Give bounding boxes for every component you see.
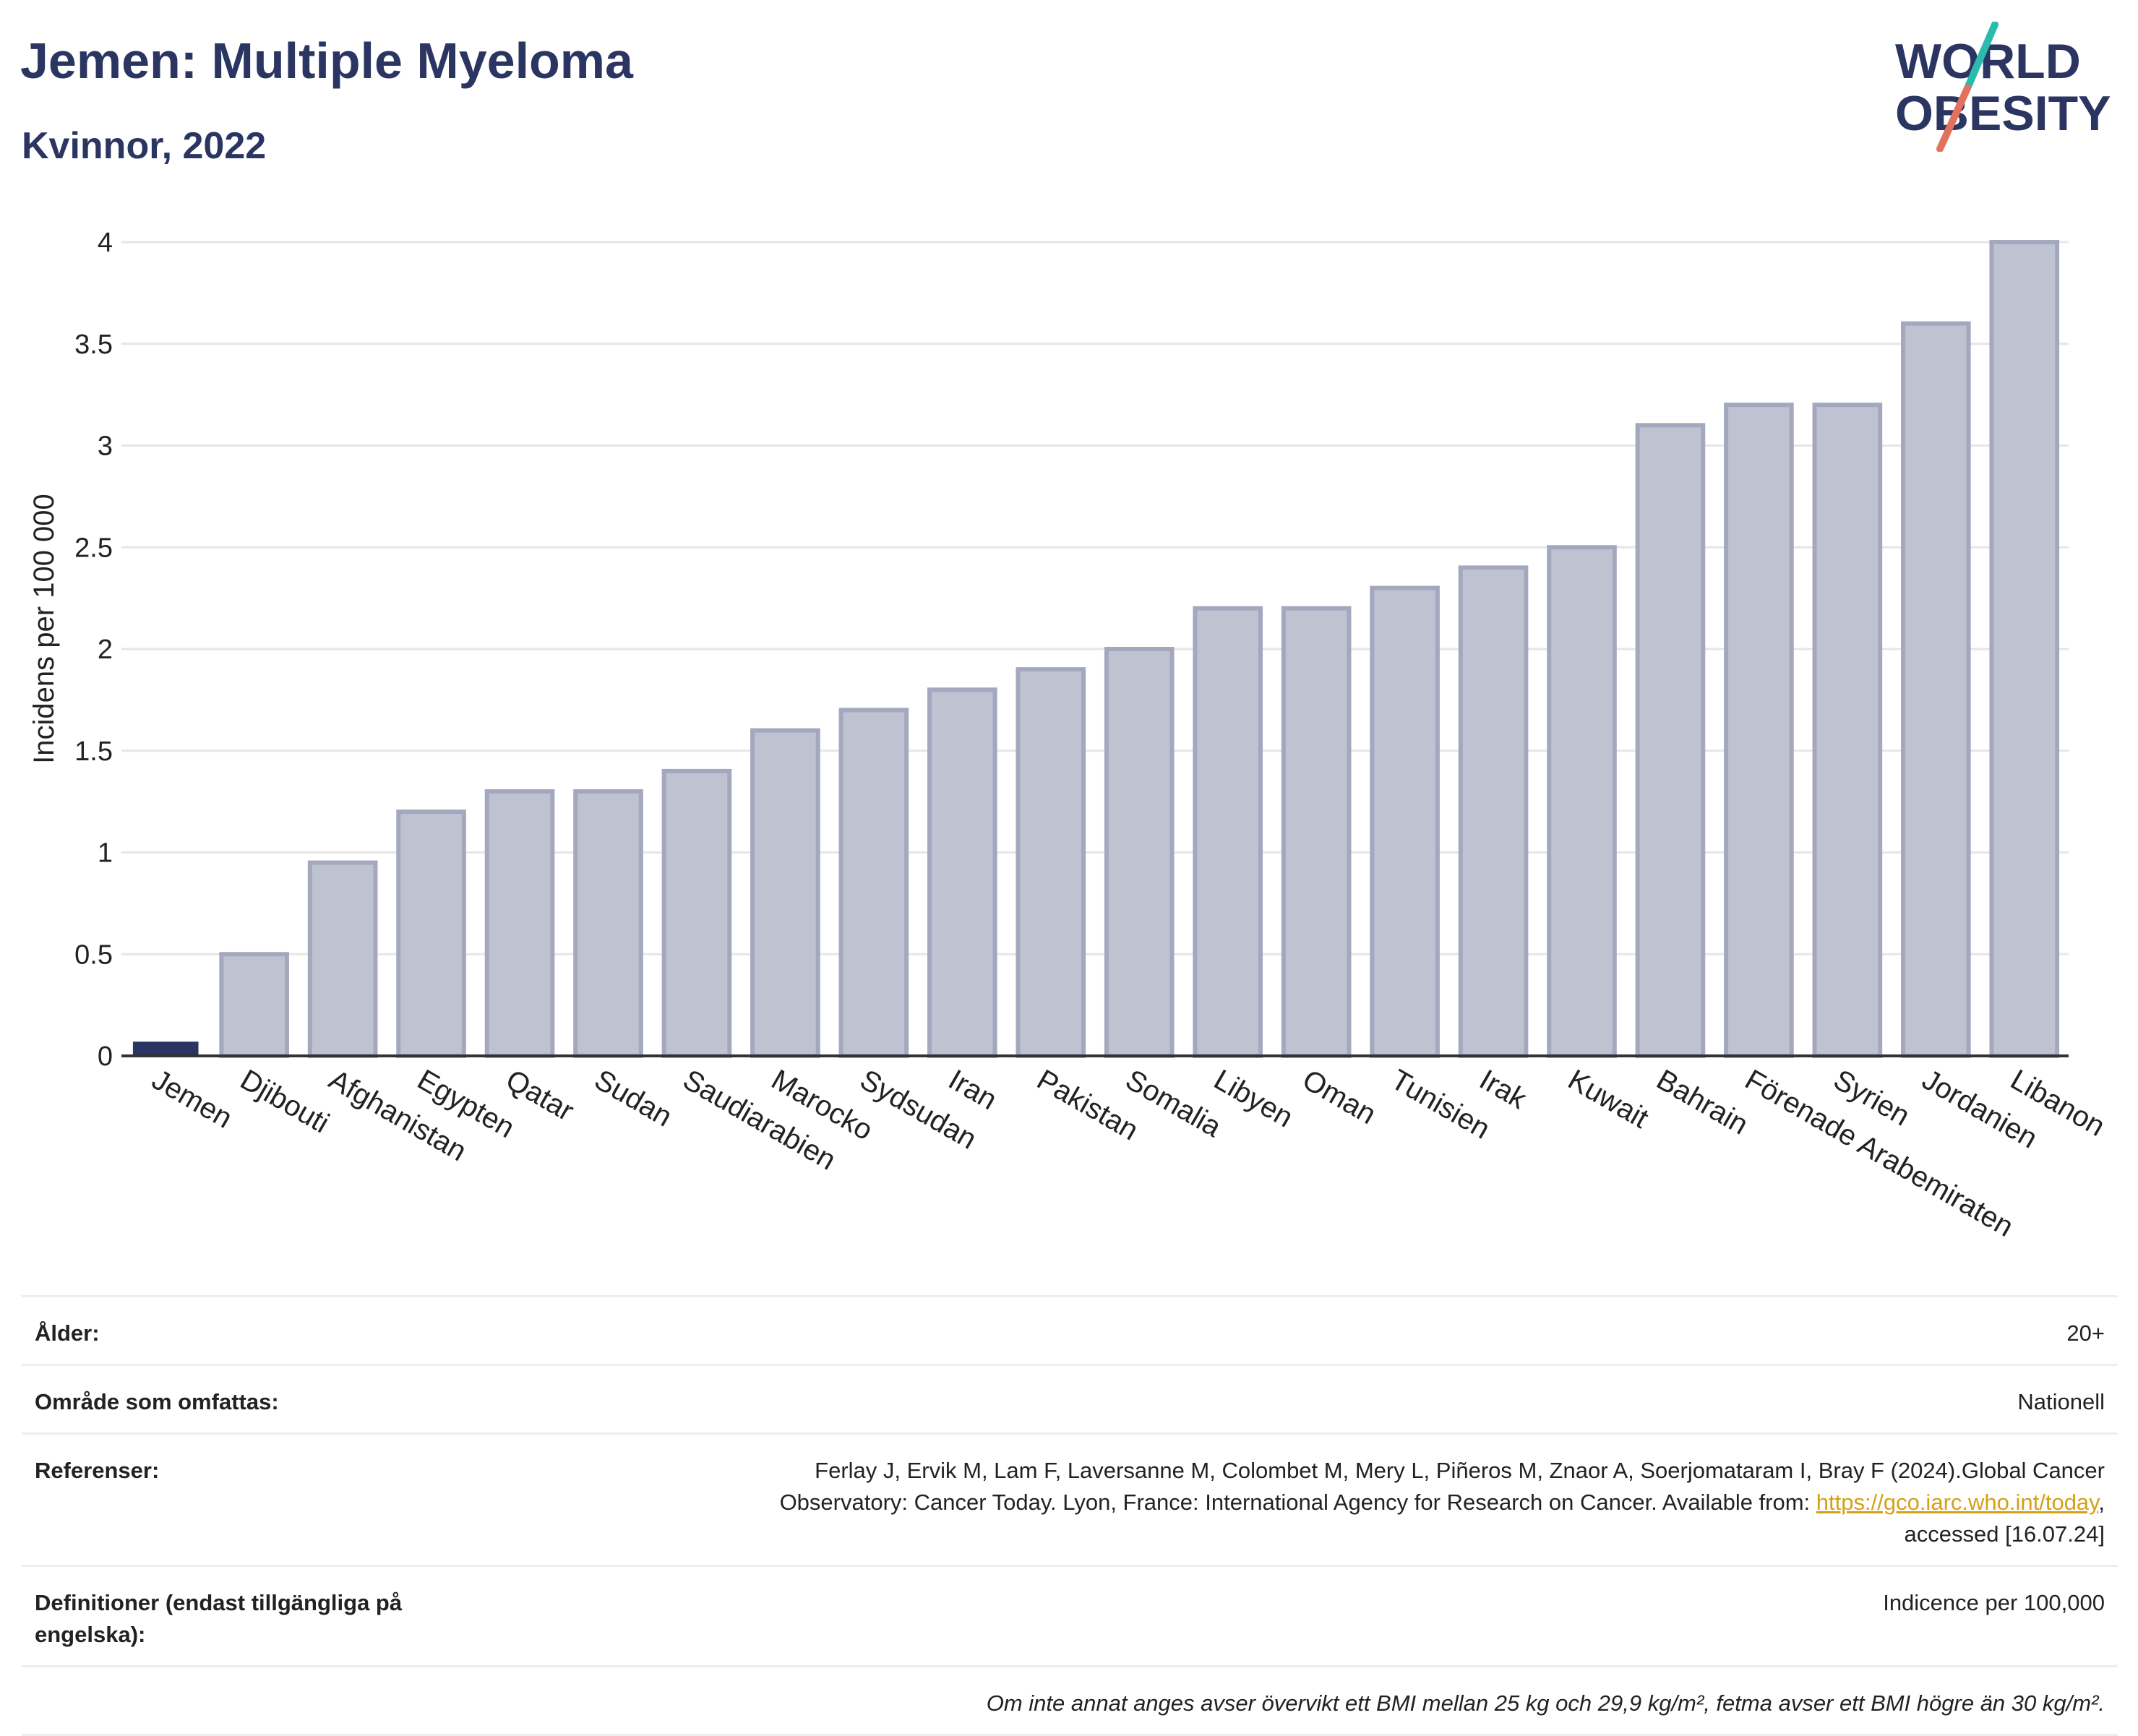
age-value: 20+ <box>2066 1320 2105 1346</box>
y-tick-label: 3.5 <box>74 330 113 360</box>
bar-jemen <box>132 1041 199 1056</box>
bar-qatar <box>484 789 555 1059</box>
bar-syrien <box>1812 403 1883 1058</box>
info-row-area: Område som omfattas: Nationell <box>22 1364 2118 1432</box>
reference-text-4: accessed [16.07.24] <box>1904 1521 2105 1547</box>
x-tick-label: Jemen <box>147 1064 238 1135</box>
y-tick-label: 2.5 <box>74 533 113 563</box>
x-tick-label: Irak <box>1474 1064 1533 1116</box>
bar-sydsudan <box>838 708 909 1058</box>
bar-libanon <box>1989 240 2060 1058</box>
x-tick-label: Sudan <box>589 1064 677 1133</box>
chart-title: Jemen: Multiple Myeloma <box>20 33 633 89</box>
y-tick-label: 2 <box>98 635 113 665</box>
area-value: Nationell <box>2017 1389 2105 1414</box>
references-value: Ferlay J, Ervik M, Lam F, Laversanne M, … <box>780 1455 2105 1550</box>
logo-slash-coral <box>1936 85 1971 152</box>
age-label: Ålder: <box>35 1320 100 1346</box>
bar-iran <box>927 687 997 1058</box>
y-axis-label: Incidens per 100 000 <box>28 494 60 764</box>
chart-subtitle: Kvinnor, 2022 <box>22 125 267 167</box>
bar-jordanien <box>1901 321 1971 1059</box>
bar-kuwait <box>1547 545 1617 1058</box>
info-row-definitions: Definitioner (endast tillgängliga på eng… <box>22 1565 2118 1665</box>
y-tick-label: 1 <box>98 838 113 869</box>
bar-djibouti <box>219 952 289 1058</box>
y-tick-label: 4 <box>98 228 113 258</box>
references-label: Referenser: <box>35 1458 160 1483</box>
x-tick-label: Djibouti <box>235 1064 335 1140</box>
bar-afghanistan <box>307 860 378 1058</box>
bar-bahrain <box>1635 423 1706 1058</box>
x-tick-label: Kuwait <box>1563 1064 1654 1135</box>
x-tick-label: Tunisien <box>1386 1064 1495 1146</box>
bar-somalia <box>1104 647 1175 1058</box>
bar-libyen <box>1193 606 1263 1058</box>
reference-text-3: , <box>2098 1490 2105 1515</box>
reference-link[interactable]: https://gco.iarc.who.int/today <box>1816 1490 2099 1515</box>
bars <box>132 240 2060 1059</box>
x-tick-label: Pakistan <box>1031 1064 1143 1147</box>
bmi-note: Om inte annat anges avser övervikt ett B… <box>986 1690 2105 1716</box>
area-label: Område som omfattas: <box>35 1389 279 1414</box>
bar-pakistan <box>1016 667 1086 1058</box>
bar-tunisien <box>1370 585 1440 1058</box>
definitions-label: Definitioner (endast tillgängliga på eng… <box>35 1590 403 1647</box>
bar-chart: 00.511.522.533.54JemenDjiboutiAfghanista… <box>28 228 2111 1243</box>
x-tick-label: Bahrain <box>1651 1064 1753 1141</box>
bar-sudan <box>573 789 643 1059</box>
bar-oman <box>1281 606 1352 1058</box>
world-obesity-logo: WORLD OBESITY <box>1895 22 2111 152</box>
definitions-value: Indicence per 100,000 <box>1883 1590 2105 1615</box>
bar-irak <box>1458 565 1529 1058</box>
y-tick-label: 1.5 <box>74 736 113 767</box>
reference-text-2: Observatory: Cancer Today. Lyon, France:… <box>779 1490 1816 1515</box>
info-row-age: Ålder: 20+ <box>22 1295 2118 1364</box>
logo-text-obesity: OBESITY <box>1895 86 2111 141</box>
bar-förenade-arabemiraten <box>1724 403 1794 1058</box>
logo-slash-teal <box>1964 22 1999 92</box>
bar-marocko <box>750 728 820 1058</box>
axes: 00.511.522.533.54JemenDjiboutiAfghanista… <box>74 228 2110 1243</box>
info-row-note: Om inte annat anges avser övervikt ett B… <box>22 1665 2118 1736</box>
bar-egypten <box>396 809 466 1058</box>
x-tick-label: Oman <box>1297 1064 1381 1131</box>
x-tick-label: Iran <box>943 1064 1003 1117</box>
y-tick-label: 0 <box>98 1041 113 1072</box>
y-tick-label: 0.5 <box>74 940 113 970</box>
info-table: Ålder: 20+ Område som omfattas: Nationel… <box>22 1295 2118 1736</box>
reference-text-1: Ferlay J, Ervik M, Lam F, Laversanne M, … <box>815 1458 2105 1483</box>
y-tick-label: 3 <box>98 431 113 462</box>
bar-saudiarabien <box>661 768 732 1059</box>
info-row-references: Referenser: Ferlay J, Ervik M, Lam F, La… <box>22 1432 2118 1565</box>
